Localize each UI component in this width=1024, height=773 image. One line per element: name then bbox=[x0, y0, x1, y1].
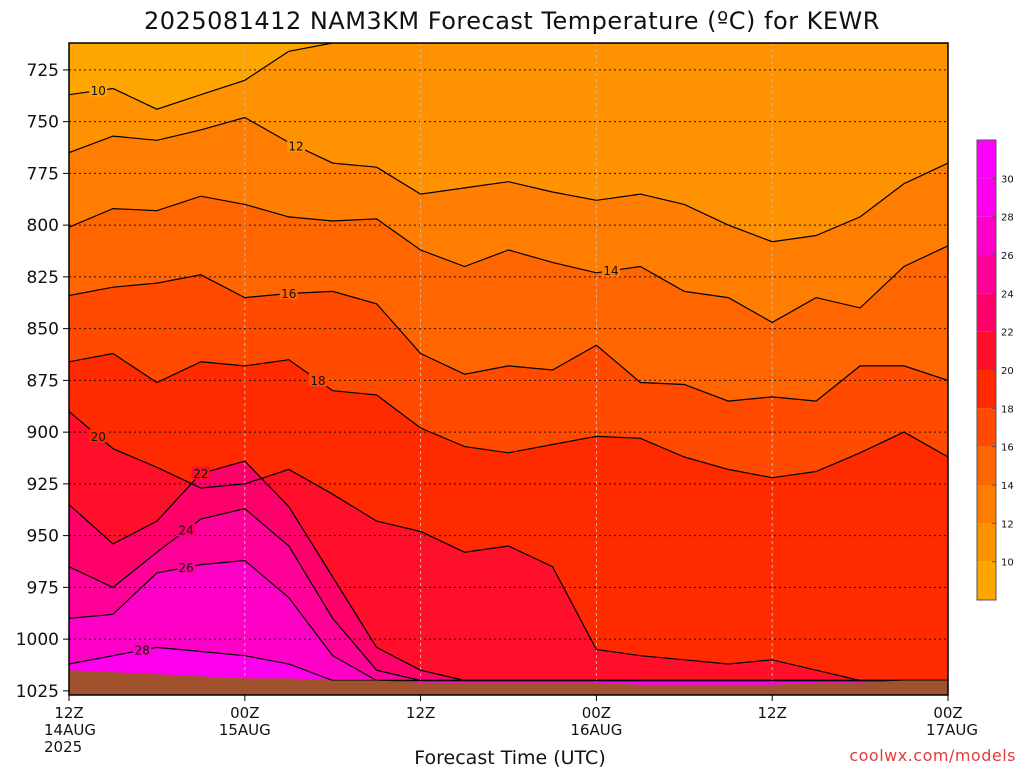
contour-label-12: 12 bbox=[287, 138, 306, 153]
xtick-mid-12: 15AUG bbox=[219, 721, 271, 739]
xtick-bot-0: 2025 bbox=[44, 738, 82, 756]
colorbar-segment-10 bbox=[977, 523, 996, 562]
contour-label-16: 16 bbox=[279, 286, 298, 301]
ytick-label-825: 825 bbox=[27, 268, 59, 288]
colorbar-label-28: 28 bbox=[1001, 213, 1014, 224]
xtick-top-24: 12Z bbox=[406, 704, 435, 722]
contour-label-text-24: 24 bbox=[179, 524, 194, 538]
ytick-label-725: 725 bbox=[27, 61, 59, 81]
colorbar-segment-30 bbox=[977, 140, 996, 179]
temperature-fill-bands bbox=[69, 43, 948, 695]
colorbar-segment-28 bbox=[977, 178, 996, 217]
colorbar-label-24: 24 bbox=[1001, 289, 1014, 300]
colorbar-label-22: 22 bbox=[1001, 328, 1014, 339]
y-axis-ticks: 725 750 775 800 825 850 875 900 925 950 975 1000 102… bbox=[16, 61, 69, 702]
xtick-top-0: 12Z bbox=[54, 704, 83, 722]
ytick-label-1025: 1025 bbox=[16, 682, 59, 702]
colorbar-label-20: 20 bbox=[1001, 366, 1014, 377]
contour-label-20: 20 bbox=[89, 429, 108, 444]
ytick-label-850: 850 bbox=[27, 320, 59, 340]
xtick-top-12: 00Z bbox=[230, 704, 259, 722]
credit-text: coolwx.com/models bbox=[849, 746, 1016, 765]
colorbar-segment-12 bbox=[977, 485, 996, 524]
ytick-label-950: 950 bbox=[27, 527, 59, 547]
colorbar-segment-26 bbox=[977, 216, 996, 255]
contour-label-text-26: 26 bbox=[179, 561, 194, 575]
contour-label-text-14: 14 bbox=[603, 264, 618, 278]
contour-label-text-20: 20 bbox=[91, 430, 106, 444]
contour-label-28: 28 bbox=[133, 643, 152, 658]
xtick-top-48: 12Z bbox=[758, 704, 787, 722]
plot-frame bbox=[68, 42, 949, 696]
contour-line-14 bbox=[69, 195, 948, 324]
xtick-top-60: 00Z bbox=[933, 704, 962, 722]
colorbar-label-30: 30 bbox=[1001, 174, 1014, 185]
colorbar-segment-22 bbox=[977, 293, 996, 332]
chart-title: 2025081412 NAM3KM Forecast Temperature (… bbox=[144, 7, 880, 35]
contour-label-text-16: 16 bbox=[281, 287, 296, 301]
time-gridlines bbox=[69, 43, 948, 695]
contour-lines bbox=[69, 43, 948, 682]
ytick-label-1000: 1000 bbox=[16, 630, 59, 650]
contour-label-text-10: 10 bbox=[91, 84, 106, 98]
ytick-label-975: 975 bbox=[27, 578, 59, 598]
xtick-mid-60: 17AUG bbox=[926, 721, 978, 739]
contour-label-26: 26 bbox=[177, 560, 196, 575]
contour-label-22: 22 bbox=[191, 466, 210, 481]
contour-label-24: 24 bbox=[177, 523, 196, 538]
xtick-mid-36: 16AUG bbox=[570, 721, 622, 739]
band-above-26 bbox=[69, 560, 948, 695]
contour-line-10 bbox=[69, 43, 948, 110]
plot-area bbox=[69, 43, 948, 695]
ytick-label-750: 750 bbox=[27, 113, 59, 133]
colorbar: 10 12 14 16 18 20 22 24 26 28 30 bbox=[976, 139, 1014, 601]
contour-line-18 bbox=[69, 352, 948, 479]
colorbar-label-18: 18 bbox=[1001, 404, 1014, 415]
colorbar-segment-24 bbox=[977, 255, 996, 294]
colorbar-label-12: 12 bbox=[1001, 519, 1014, 530]
colorbar-segment-20 bbox=[977, 331, 996, 370]
colorbar-segment-16 bbox=[977, 408, 996, 447]
colorbar-label-26: 26 bbox=[1001, 251, 1014, 262]
colorbar-segment-18 bbox=[977, 370, 996, 409]
colorbar-label-14: 14 bbox=[1001, 481, 1014, 492]
xtick-mid-0: 14AUG bbox=[44, 721, 96, 739]
colorbar-label-16: 16 bbox=[1001, 443, 1014, 454]
contour-line-12 bbox=[69, 116, 948, 243]
contour-label-text-22: 22 bbox=[193, 467, 208, 481]
colorbar-segment-8 bbox=[977, 561, 996, 600]
colorbar-segment-14 bbox=[977, 446, 996, 485]
contour-label-text-12: 12 bbox=[288, 139, 303, 153]
contour-labels: 10 12 14 16 18 20 22 24 26 28 bbox=[89, 83, 621, 658]
ytick-label-875: 875 bbox=[27, 371, 59, 391]
ytick-label-800: 800 bbox=[27, 216, 59, 236]
contour-label-text-18: 18 bbox=[310, 374, 325, 388]
contour-line-20 bbox=[69, 410, 948, 682]
xtick-top-36: 00Z bbox=[582, 704, 611, 722]
contour-label-18: 18 bbox=[309, 373, 328, 388]
terrain-fill bbox=[69, 670, 948, 695]
ytick-label-900: 900 bbox=[27, 423, 59, 443]
ytick-label-775: 775 bbox=[27, 164, 59, 184]
contour-label-14: 14 bbox=[602, 263, 621, 278]
colorbar-label-10: 10 bbox=[1001, 558, 1014, 569]
contour-line-28 bbox=[69, 646, 948, 682]
contour-line-16 bbox=[69, 274, 948, 402]
contour-label-text-28: 28 bbox=[135, 644, 150, 658]
x-axis-label: Forecast Time (UTC) bbox=[414, 747, 605, 768]
ytick-label-925: 925 bbox=[27, 475, 59, 495]
contour-label-10: 10 bbox=[89, 83, 108, 98]
